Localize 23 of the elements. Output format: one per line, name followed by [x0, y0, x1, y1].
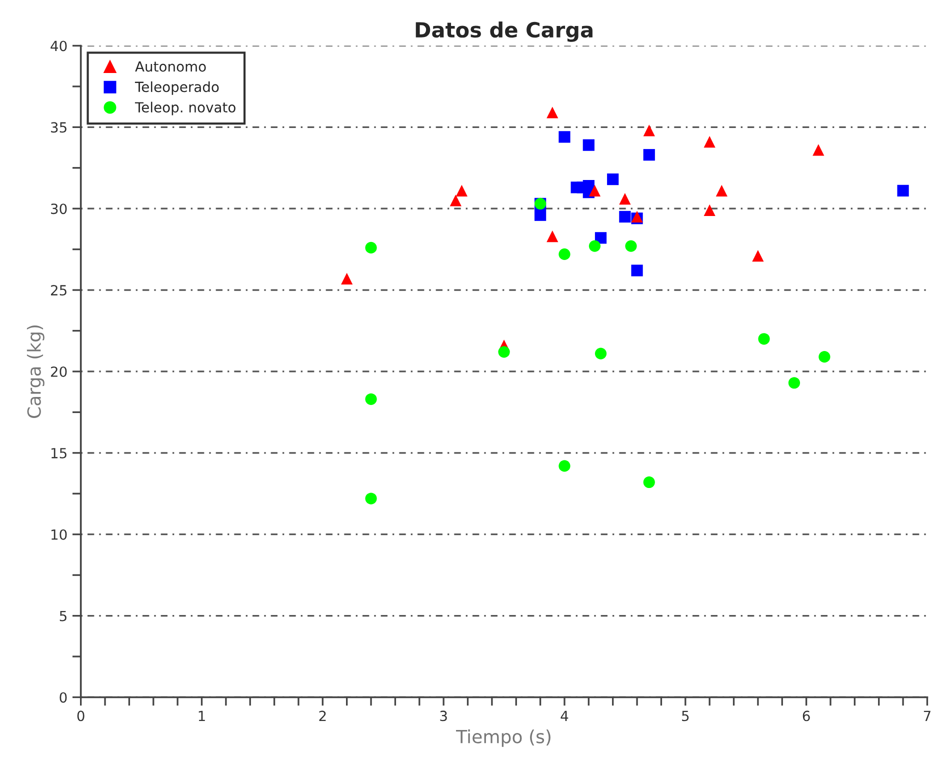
- y-tick-label: 15: [51, 448, 66, 458]
- x-tick-label: 1: [198, 710, 205, 721]
- y-tick-label: 20: [50, 366, 67, 377]
- y-tick-label: 35: [51, 122, 66, 133]
- x-tick-label: 4: [560, 710, 568, 721]
- y-tick-label: 10: [51, 529, 67, 540]
- y-tick-label: 5: [60, 610, 66, 622]
- y-tick-label: 0: [60, 692, 67, 703]
- legend-label: Autonomo: [135, 61, 206, 72]
- x-tick-label: 2: [319, 710, 326, 721]
- x-tick-label: 6: [802, 710, 810, 722]
- x-tick-label: 5: [682, 710, 689, 722]
- chart-title: Datos de Carga: [416, 22, 592, 42]
- y-tick-label: 30: [51, 204, 67, 214]
- x-tick-label: 3: [440, 710, 447, 722]
- x-axis-title: Tiempo (s): [456, 729, 550, 747]
- x-tick-label: 7: [924, 710, 930, 721]
- x-tick-label: 0: [77, 710, 84, 722]
- y-tick-label: 40: [50, 40, 67, 52]
- y-tick-label: 25: [50, 285, 66, 296]
- legend-label: Teleop. novato: [134, 102, 236, 116]
- y-axis-title: Carga (kg): [26, 326, 44, 418]
- legend-label: Teleoperado: [134, 81, 219, 95]
